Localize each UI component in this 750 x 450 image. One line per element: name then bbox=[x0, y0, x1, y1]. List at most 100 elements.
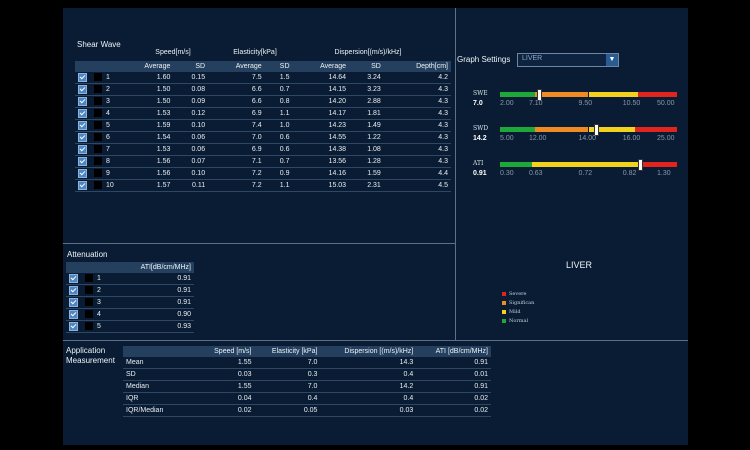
shear-wave-row: 10 1.57 0.11 7.2 1.1 15.03 2.31 4.5 bbox=[75, 179, 451, 192]
shear-wave-cell: 0.7 bbox=[264, 155, 293, 168]
measure-value: 7.0 bbox=[254, 357, 321, 369]
shear-wave-title: Shear Wave bbox=[77, 40, 121, 49]
gauge-segment bbox=[535, 127, 589, 132]
row-index: 3 bbox=[106, 98, 110, 105]
shear-wave-row: 6 1.54 0.06 7.0 0.6 14.55 1.22 4.3 bbox=[75, 131, 451, 144]
measure-value: 0.05 bbox=[254, 404, 321, 417]
row-index-cell: 4 bbox=[82, 308, 104, 321]
gauge-name: SWD bbox=[473, 125, 489, 132]
measure-value: 0.4 bbox=[320, 392, 417, 405]
shear-wave-cell: 6.6 bbox=[208, 83, 265, 96]
legend-swatch bbox=[502, 300, 506, 305]
elasticity-average-header: Average bbox=[235, 63, 262, 70]
row-index-cell: 9 bbox=[91, 167, 117, 180]
row-index: 6 bbox=[106, 134, 110, 141]
elasticity-sd-header: SD bbox=[279, 63, 290, 70]
gauge-tick-label: 0.63 bbox=[528, 170, 543, 177]
row-checkbox[interactable] bbox=[78, 72, 87, 82]
row-checkbox[interactable] bbox=[78, 144, 87, 154]
organ-select[interactable]: LIVER ▼ bbox=[517, 53, 619, 67]
shear-wave-cell: 1.1 bbox=[264, 179, 293, 192]
row-check-cell bbox=[66, 320, 82, 333]
row-checkbox[interactable] bbox=[78, 168, 87, 178]
graph-settings-label: Graph Settings bbox=[457, 55, 511, 64]
row-checkbox[interactable] bbox=[78, 96, 87, 106]
dispersion-header: Dispersion [(m/s)/kHz] bbox=[344, 348, 414, 355]
gauge-value: 7.0 bbox=[473, 100, 483, 107]
row-checkbox[interactable] bbox=[69, 321, 78, 331]
shear-wave-row: 9 1.56 0.10 7.2 0.9 14.16 1.59 4.4 bbox=[75, 167, 451, 180]
shear-wave-cell: 14.20 bbox=[292, 95, 350, 108]
gauge-tick-label: 16.00 bbox=[622, 135, 641, 142]
row-checkbox[interactable] bbox=[78, 120, 87, 130]
speed-group-header: Speed[m/s] bbox=[155, 49, 191, 56]
shear-wave-cell: 1.1 bbox=[264, 107, 293, 120]
row-checkbox[interactable] bbox=[69, 273, 78, 283]
row-checkbox[interactable] bbox=[69, 297, 78, 307]
depth-header: Depth[cm] bbox=[416, 63, 448, 70]
row-check-cell bbox=[75, 95, 91, 108]
ati-header: ATI [dB/cm/MHz] bbox=[435, 348, 488, 355]
shear-wave-cell: 14.16 bbox=[292, 167, 350, 180]
row-check-cell bbox=[75, 107, 91, 120]
measurement-row: Mean 1.55 7.0 14.3 0.91 bbox=[123, 357, 491, 369]
shear-wave-cell: 1.53 bbox=[116, 143, 174, 156]
row-check-cell bbox=[75, 179, 91, 192]
measurement-row: Median 1.55 7.0 14.2 0.91 bbox=[123, 380, 491, 393]
row-color-box bbox=[94, 109, 102, 118]
measure-value: 0.04 bbox=[199, 392, 255, 405]
shear-wave-cell: 1.56 bbox=[116, 167, 174, 180]
shear-wave-cell: 7.2 bbox=[208, 179, 265, 192]
dispersion-group-header: Dispersion[(m/s)/kHz] bbox=[334, 49, 402, 56]
gauge-name: ATI bbox=[473, 160, 484, 167]
shear-wave-cell: 0.06 bbox=[173, 143, 209, 156]
shear-wave-cell: 4.3 bbox=[383, 107, 451, 120]
chevron-down-icon[interactable]: ▼ bbox=[606, 54, 618, 66]
row-check-cell bbox=[66, 284, 82, 297]
row-index: 7 bbox=[106, 146, 110, 153]
legend-swatch bbox=[502, 291, 506, 296]
shear-wave-cell: 3.24 bbox=[349, 72, 384, 84]
row-index: 3 bbox=[97, 299, 101, 306]
row-check-cell bbox=[75, 155, 91, 168]
shear-wave-cell: 0.08 bbox=[173, 83, 209, 96]
measure-label: SD bbox=[123, 368, 199, 381]
row-checkbox[interactable] bbox=[78, 108, 87, 118]
gauge-value: 14.2 bbox=[473, 135, 487, 142]
shear-wave-row: 3 1.50 0.09 6.6 0.8 14.20 2.88 4.3 bbox=[75, 95, 451, 108]
row-check-cell bbox=[75, 131, 91, 144]
row-color-box bbox=[94, 73, 102, 82]
row-index-cell: 1 bbox=[91, 72, 117, 84]
legend-label: Severe bbox=[509, 291, 527, 297]
shear-wave-row: 2 1.50 0.08 6.6 0.7 14.15 3.23 4.3 bbox=[75, 83, 451, 96]
attenuation-title: Attenuation bbox=[67, 250, 108, 259]
speed-header: Speed [m/s] bbox=[214, 348, 252, 355]
row-checkbox[interactable] bbox=[78, 84, 87, 94]
shear-wave-cell: 14.64 bbox=[292, 72, 350, 84]
shear-wave-cell: 1.28 bbox=[349, 155, 384, 168]
gauge-segment bbox=[500, 92, 536, 97]
shear-wave-cell: 1.08 bbox=[349, 143, 384, 156]
row-color-box bbox=[94, 181, 102, 190]
row-checkbox[interactable] bbox=[78, 156, 87, 166]
row-color-box bbox=[94, 133, 102, 142]
elasticity-header: Elasticity [kPa] bbox=[271, 348, 318, 355]
row-index: 4 bbox=[97, 311, 101, 318]
ati-value: 0.91 bbox=[104, 273, 194, 285]
row-color-box bbox=[94, 85, 102, 94]
row-checkbox[interactable] bbox=[69, 285, 78, 295]
measure-value: 0.3 bbox=[254, 368, 321, 381]
attenuation-header-row: ATI[dB/cm/MHz] bbox=[66, 262, 194, 273]
shear-wave-cell: 4.3 bbox=[383, 143, 451, 156]
measure-value: 0.01 bbox=[416, 368, 491, 381]
shear-wave-cell: 4.2 bbox=[383, 72, 451, 84]
shear-wave-cell: 0.6 bbox=[264, 131, 293, 144]
row-checkbox[interactable] bbox=[69, 309, 78, 319]
legend-item: Mild bbox=[502, 309, 521, 315]
row-checkbox[interactable] bbox=[78, 132, 87, 142]
row-index-cell: 3 bbox=[82, 296, 104, 309]
measure-value: 0.03 bbox=[320, 404, 417, 417]
shear-wave-cell: 0.10 bbox=[173, 119, 209, 132]
row-check-cell bbox=[75, 72, 91, 84]
row-checkbox[interactable] bbox=[78, 180, 87, 190]
